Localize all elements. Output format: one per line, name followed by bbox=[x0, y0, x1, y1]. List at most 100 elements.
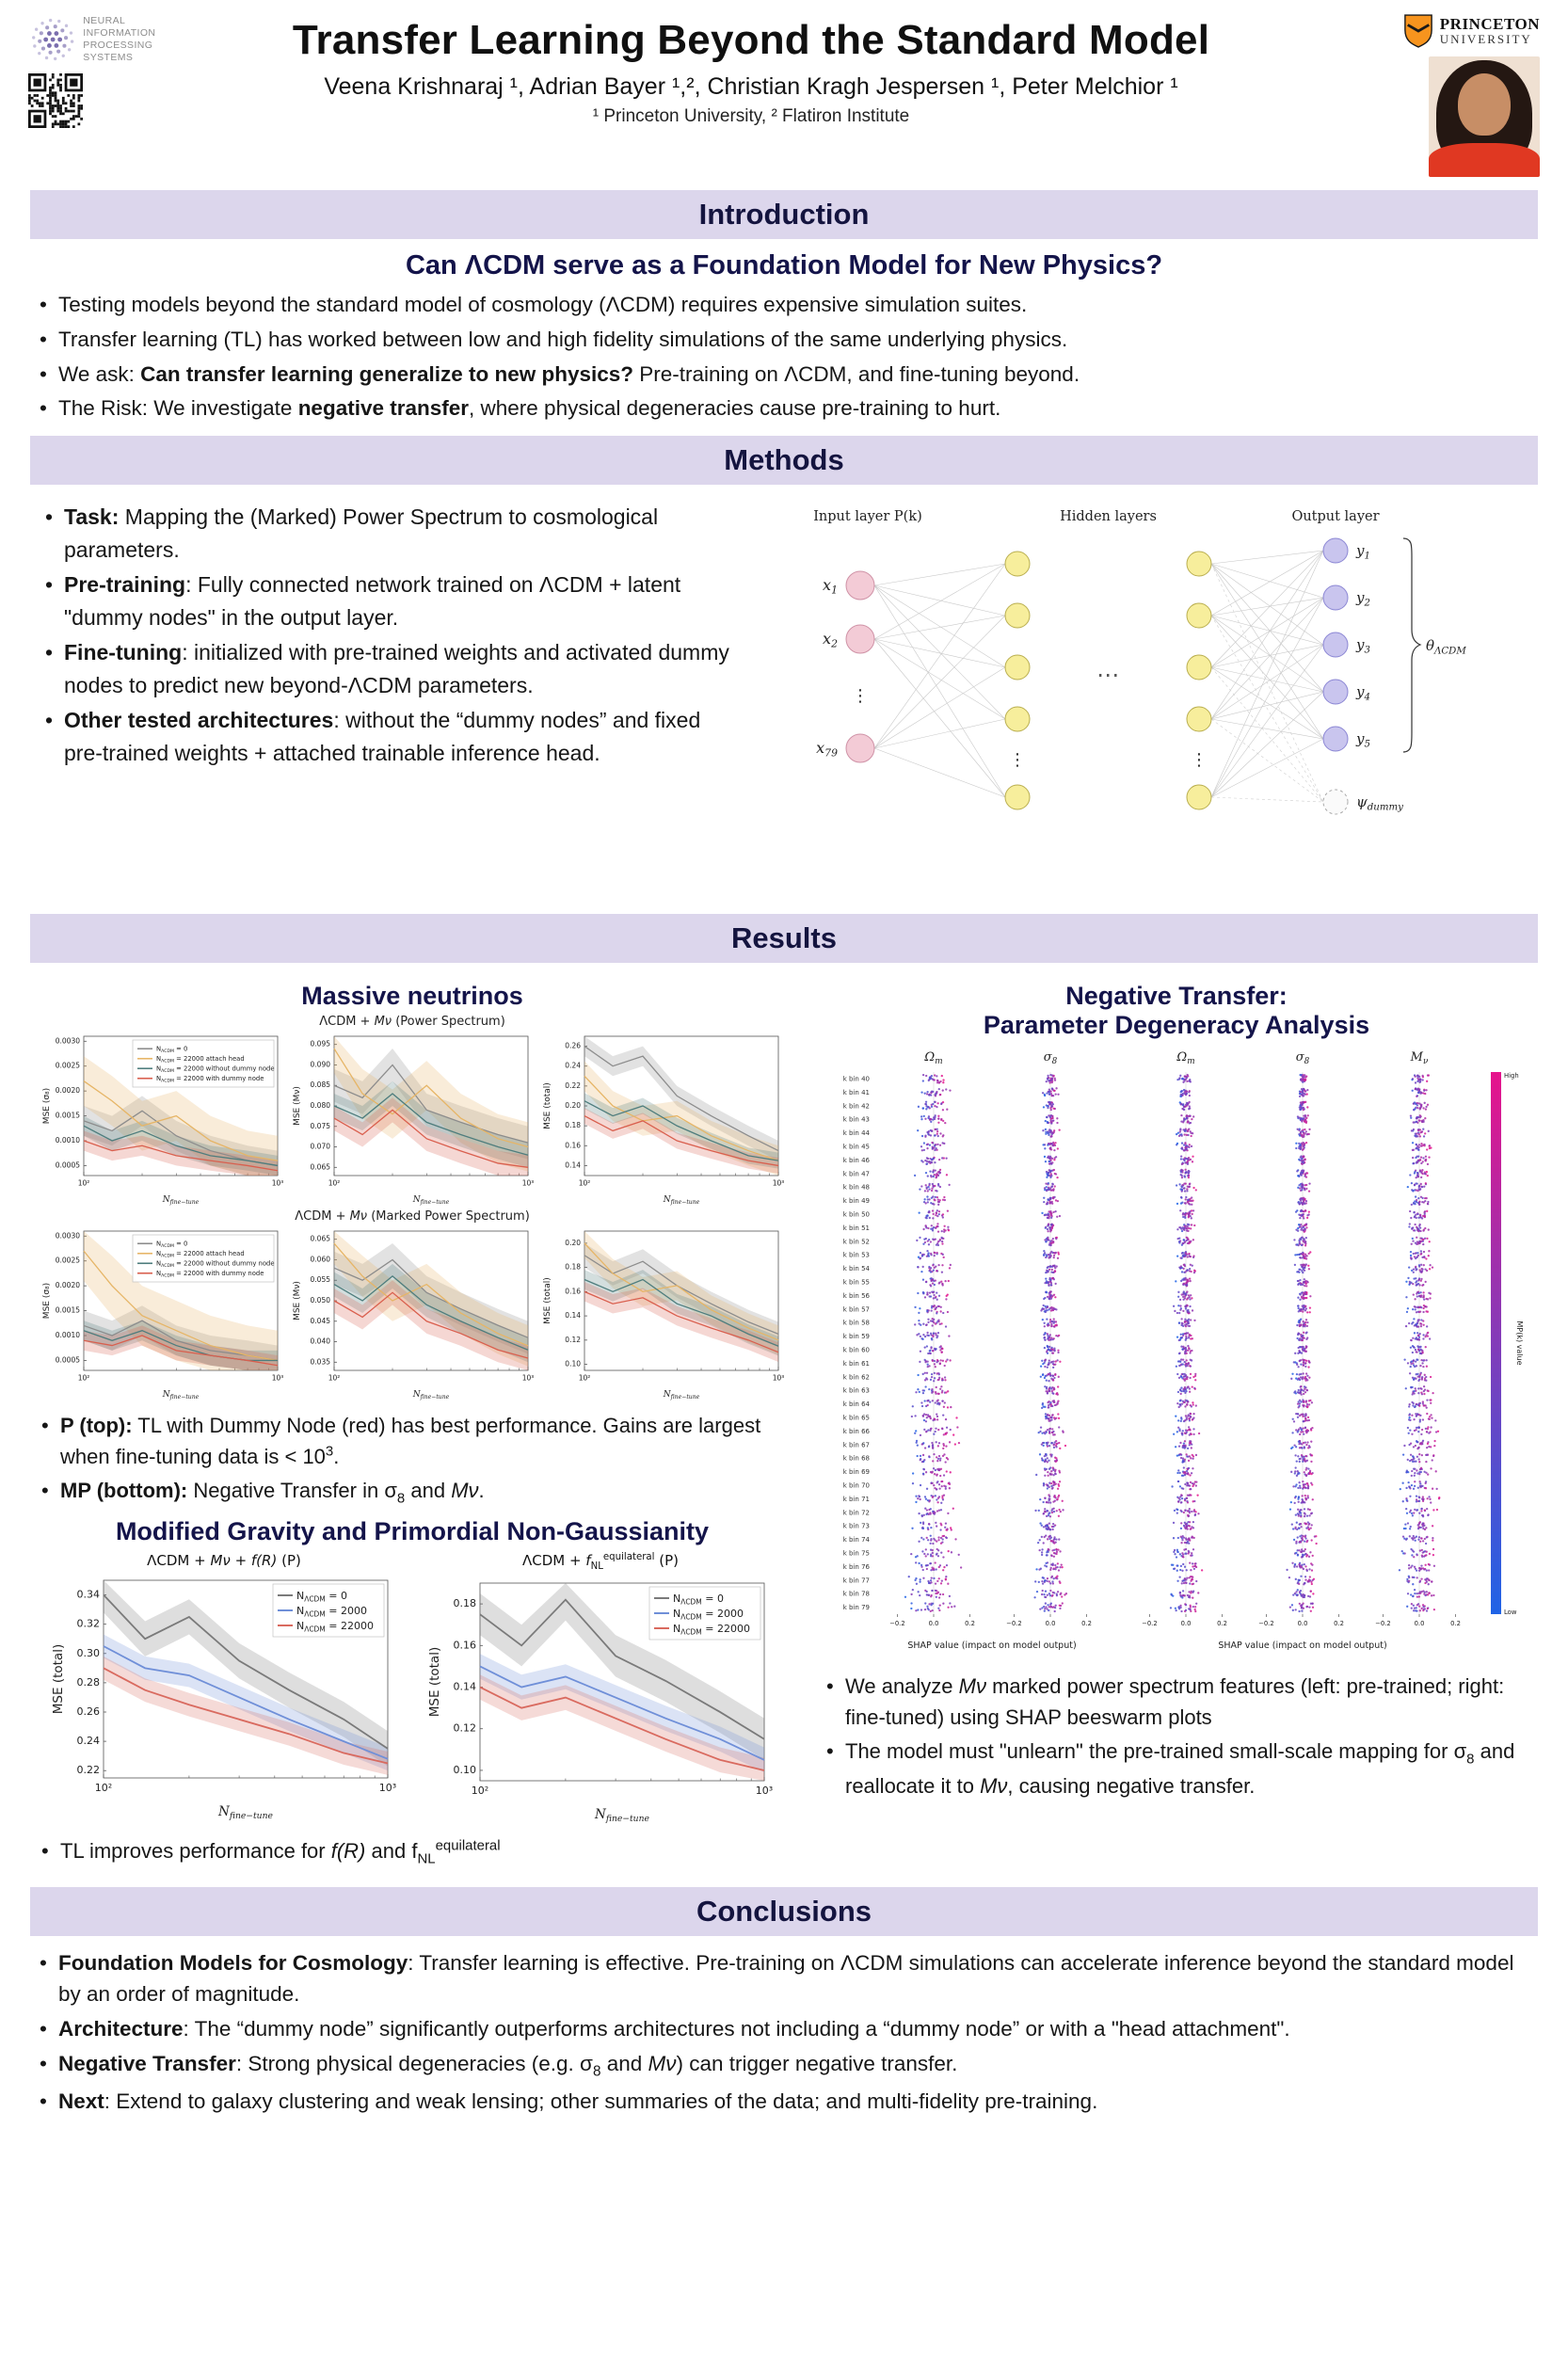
svg-text:⋯: ⋯ bbox=[1096, 662, 1119, 688]
series-band-3 bbox=[334, 1280, 528, 1370]
svg-text:NΛCDM = 22000: NΛCDM = 22000 bbox=[296, 1620, 374, 1633]
axis: 0.22 0.24 0.26 0.28 0.30 0.32 0.34 10² 10³ bbox=[77, 1579, 396, 1794]
chart-mg-fr: 0.22 0.24 0.26 0.28 0.30 0.32 0.34 10² 10³ MSE (t… bbox=[49, 1571, 399, 1823]
series-band-0 bbox=[584, 1242, 778, 1347]
svg-text:y2: y2 bbox=[1355, 589, 1370, 608]
modified-gravity-heading: Modified Gravity and Primordial Non-Gaus… bbox=[115, 1516, 710, 1545]
svg-text:k bin 71: k bin 71 bbox=[843, 1496, 870, 1503]
svg-text:k bin 41: k bin 41 bbox=[843, 1089, 870, 1096]
svg-text:0.080: 0.080 bbox=[311, 1101, 331, 1110]
svg-text:Nfine−tune: Nfine−tune bbox=[594, 1807, 649, 1824]
chart-svg: 0.0005 0.0010 0.0015 0.0020 0.0025 0.0030 10² 1… bbox=[42, 1230, 283, 1401]
nn-hidden-node bbox=[1004, 784, 1031, 810]
svg-text:k bin 73: k bin 73 bbox=[843, 1523, 870, 1530]
svg-text:10³: 10³ bbox=[522, 1374, 535, 1383]
svg-text:k bin 57: k bin 57 bbox=[843, 1305, 870, 1313]
series-band-2 bbox=[104, 1656, 388, 1775]
text-segment: 8 bbox=[396, 1490, 406, 1507]
svg-text:10³: 10³ bbox=[773, 1179, 785, 1188]
svg-text:k bin 49: k bin 49 bbox=[843, 1197, 870, 1205]
svg-text:0.2: 0.2 bbox=[1217, 1620, 1227, 1627]
svg-text:k bin 67: k bin 67 bbox=[843, 1441, 870, 1449]
text-segment: : Extend to galaxy clustering and weak l… bbox=[104, 2089, 1098, 2114]
svg-text:0.20: 0.20 bbox=[565, 1239, 581, 1247]
nn-output-node bbox=[1322, 632, 1349, 658]
svg-text:0.12: 0.12 bbox=[454, 1722, 477, 1735]
series-line-1 bbox=[333, 1242, 529, 1347]
svg-text:Hidden layers: Hidden layers bbox=[1061, 509, 1158, 524]
svg-text:NΛCDM = 22000: NΛCDM = 22000 bbox=[673, 1623, 750, 1636]
conclusions-bullets: Foundation Models for Cosmology: Transfe… bbox=[24, 1947, 1544, 2118]
princeton-name: PRINCETON bbox=[1439, 15, 1540, 34]
chart-p-mse-mnu: 0.065 0.070 0.075 0.080 0.085 0.090 0.095 10² 10… bbox=[289, 1029, 536, 1206]
bullet-item: Task: Mapping the (Marked) Power Spectru… bbox=[38, 501, 731, 566]
series-band-1 bbox=[104, 1634, 388, 1771]
svg-text:0.0005: 0.0005 bbox=[56, 1355, 80, 1364]
svg-text:0.16: 0.16 bbox=[454, 1639, 477, 1651]
svg-text:Nfine−tune: Nfine−tune bbox=[412, 1195, 450, 1206]
svg-text:k bin 74: k bin 74 bbox=[843, 1536, 871, 1544]
series-band-3 bbox=[84, 1130, 278, 1176]
neurips-logo: NEURAL INFORMATION PROCESSING SYSTEMS bbox=[28, 13, 198, 66]
series-band-1 bbox=[480, 1653, 764, 1772]
methods-bullets: Task: Mapping the (Marked) Power Spectru… bbox=[30, 498, 739, 772]
bullet-item: Architecture: The “dummy node” significa… bbox=[32, 2013, 1536, 2045]
text-segment: Can transfer learning generalize to new … bbox=[140, 361, 634, 386]
svg-text:−0.2: −0.2 bbox=[1142, 1620, 1158, 1627]
series-line-3 bbox=[83, 1140, 279, 1172]
beeswarm-column bbox=[1398, 1074, 1441, 1612]
chart-mg-fnl: 0.10 0.12 0.14 0.16 0.18 10² 10³ MSE (total) Nfi… bbox=[425, 1574, 776, 1826]
svg-text:k bin 44: k bin 44 bbox=[843, 1129, 871, 1137]
svg-text:0.34: 0.34 bbox=[77, 1588, 101, 1600]
series-band-1 bbox=[84, 1056, 278, 1176]
text-segment: Architecture bbox=[58, 2017, 184, 2041]
svg-text:0.10: 0.10 bbox=[565, 1360, 581, 1369]
nn-edges bbox=[874, 550, 1324, 803]
svg-text:0.32: 0.32 bbox=[77, 1617, 101, 1629]
text-segment: f bbox=[585, 1551, 591, 1569]
text-segment: 8 bbox=[592, 2063, 601, 2080]
svg-text:Nfine−tune: Nfine−tune bbox=[217, 1804, 273, 1821]
text-segment: negative transfer bbox=[297, 396, 470, 421]
series-band-0 bbox=[480, 1582, 764, 1760]
svg-text:0.0030: 0.0030 bbox=[56, 1036, 80, 1045]
svg-text:k bin 66: k bin 66 bbox=[843, 1428, 871, 1435]
series-line-2 bbox=[333, 1275, 529, 1351]
svg-text:MSE (Mν): MSE (Mν) bbox=[293, 1281, 302, 1321]
svg-text:0.0010: 0.0010 bbox=[56, 1331, 80, 1339]
bullet-item: Fine-tuning: initialized with pre-traine… bbox=[38, 636, 731, 701]
svg-text:10³: 10³ bbox=[522, 1179, 535, 1188]
svg-text:k bin 48: k bin 48 bbox=[843, 1184, 870, 1192]
series-line-3 bbox=[333, 1291, 529, 1359]
results-content: Massive neutrinos ΛCDM + Mν (Power Spect… bbox=[24, 974, 1544, 1876]
text-segment: Mν bbox=[958, 1674, 986, 1698]
svg-text:k bin 62: k bin 62 bbox=[843, 1373, 870, 1381]
poster-title: Transfer Learning Beyond the Standard Mo… bbox=[292, 17, 1210, 63]
text-segment: NL bbox=[590, 1561, 603, 1572]
svg-text:k bin 65: k bin 65 bbox=[843, 1415, 870, 1422]
power-spectrum-row-title: ΛCDM + Mν (Power Spectrum) bbox=[26, 1015, 798, 1029]
section-banner-results: Results bbox=[30, 914, 1538, 963]
shap-beeswarm-figure: k bin 40 k bin 41 k bin 42 k bin 43 k bin 44… bbox=[823, 1044, 1530, 1657]
chart-svg: 0.10 0.12 0.14 0.16 0.18 0.20 10² 10³ MSE (total… bbox=[543, 1230, 784, 1401]
text-segment: f(R) bbox=[330, 1838, 366, 1863]
svg-text:y3: y3 bbox=[1355, 636, 1370, 655]
beeswarm-column bbox=[904, 1073, 963, 1613]
series-line-2 bbox=[333, 1093, 529, 1156]
negative-transfer-bullets: We analyze Mν marked power spectrum feat… bbox=[811, 1671, 1542, 1801]
svg-text:y1: y1 bbox=[1355, 542, 1370, 561]
series-band-0 bbox=[84, 1305, 278, 1370]
author-photo bbox=[1429, 56, 1540, 177]
svg-text:Ωm: Ωm bbox=[1176, 1050, 1194, 1066]
author-photo-shirt bbox=[1429, 143, 1540, 177]
series-line-3 bbox=[333, 1109, 529, 1168]
chart-svg: 0.14 0.16 0.18 0.20 0.22 0.24 0.26 10² 10³ MSE (t… bbox=[543, 1035, 785, 1206]
nn-output-node bbox=[1322, 537, 1349, 564]
svg-text:0.075: 0.075 bbox=[311, 1122, 331, 1130]
svg-text:Nfine−tune: Nfine−tune bbox=[663, 1195, 700, 1206]
nn-input-node bbox=[845, 570, 875, 600]
svg-text:0.090: 0.090 bbox=[311, 1060, 331, 1068]
svg-text:0.22: 0.22 bbox=[77, 1764, 101, 1776]
text-segment: We analyze bbox=[845, 1674, 959, 1698]
svg-text:Input layer P(k): Input layer P(k) bbox=[814, 509, 923, 524]
